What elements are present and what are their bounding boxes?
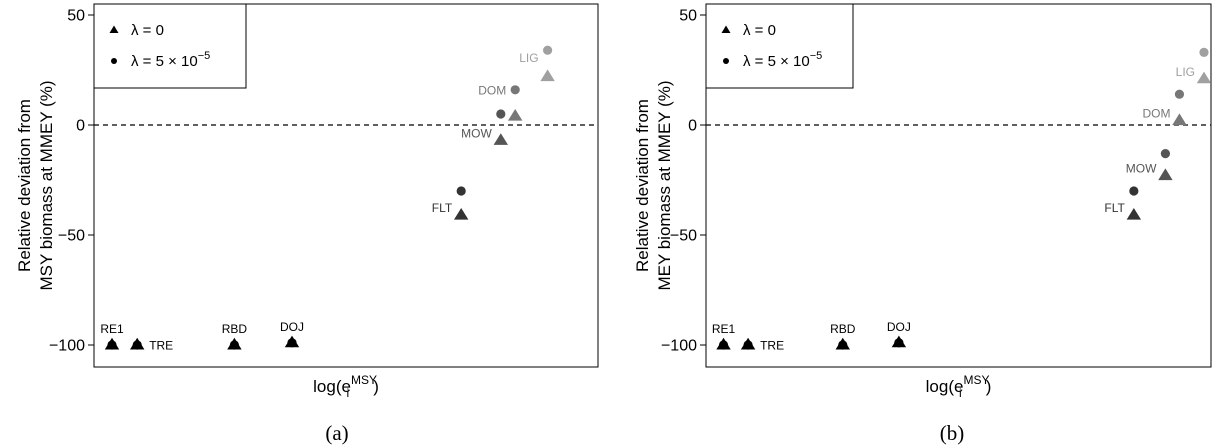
legend: λ = 0 λ = 5 × 10−5: [705, 3, 854, 89]
legend-label: λ = 0: [131, 22, 164, 39]
point-tre-circle: [132, 340, 142, 350]
y-tick-label: 0: [76, 118, 85, 135]
legend: λ = 0 λ = 5 × 10−5: [93, 3, 247, 89]
y-axis-title-line2: MSY biomass at MMEY (%): [37, 80, 56, 290]
point-dom-circle: [1174, 89, 1185, 99]
point-dom-triangle: [1172, 113, 1187, 126]
point-flt-circle: [456, 186, 466, 196]
point-label-doj: DOJ: [887, 320, 911, 334]
y-axis-title-line1: Relative deviation from: [633, 99, 652, 272]
legend-circle-icon: [723, 58, 729, 64]
series-lambda-0: [104, 69, 555, 350]
x-axis-title: log(eMSY i): [926, 373, 992, 400]
legend-triangle-icon: [721, 25, 731, 33]
point-dom-triangle: [508, 109, 523, 121]
legend-label: λ = 0: [743, 22, 776, 39]
panel-caption: (a): [325, 421, 348, 445]
point-label-tre: TRE: [149, 339, 173, 353]
point-mow-circle: [496, 109, 506, 119]
point-label-mow: MOW: [461, 126, 492, 140]
legend-label: λ = 5 × 10−5: [131, 50, 210, 70]
y-tick-label: −50: [58, 228, 85, 245]
point-lig-triangle: [540, 69, 555, 82]
chart-panel-a: −100 −50 0 50 Relative deviation from MSY bio…: [15, 3, 599, 445]
point-re1-circle: [718, 340, 729, 350]
point-label-mow: MOW: [1126, 162, 1157, 176]
plot-frame: [705, 3, 1212, 368]
legend-box: [705, 3, 854, 89]
point-label-lig: LIG: [1176, 65, 1195, 79]
point-mow-circle: [1160, 149, 1171, 159]
point-label-dom: DOM: [478, 83, 506, 97]
legend-label: λ = 5 × 10−5: [743, 50, 822, 70]
point-label-rbd: RBD: [830, 322, 856, 336]
y-axis-title-line2: MEY biomass at MMEY (%): [655, 80, 674, 290]
series-lambda-5e-5: [718, 47, 1209, 350]
point-label-flt: FLT: [1104, 201, 1125, 215]
point-lig-circle: [1199, 47, 1209, 58]
point-label-lig: LIG: [519, 51, 538, 65]
point-flt-triangle: [1126, 208, 1142, 220]
point-doj-circle: [287, 338, 297, 348]
point-label-flt: FLT: [432, 201, 453, 215]
series-lambda-0: [716, 71, 1212, 350]
y-tick-label: −100: [661, 338, 697, 355]
point-lig-circle: [543, 45, 553, 55]
point-label-re1: RE1: [712, 322, 736, 336]
point-lig-triangle: [1196, 71, 1212, 84]
chart-panel-b: −100 −50 0 50 Relative deviation from MEY bio…: [633, 3, 1212, 445]
legend-circle-icon: [111, 58, 117, 64]
point-tre-circle: [743, 340, 753, 350]
legend-box: [93, 3, 247, 89]
y-tick-label: −100: [49, 338, 85, 355]
y-tick-label: 0: [688, 118, 697, 135]
point-rbd-circle: [229, 340, 239, 350]
point-label-rbd: RBD: [222, 322, 248, 336]
y-tick-label: 50: [67, 8, 85, 25]
point-rbd-circle: [838, 340, 848, 350]
point-flt-circle: [1129, 186, 1139, 196]
point-doj-circle: [894, 338, 904, 348]
point-mow-triangle: [1158, 168, 1173, 181]
point-label-tre: TRE: [760, 339, 784, 353]
point-dom-circle: [510, 85, 520, 95]
point-flt-triangle: [454, 208, 469, 220]
y-tick-label: 50: [679, 8, 697, 25]
y-tick-label: −50: [670, 228, 697, 245]
point-label-doj: DOJ: [280, 320, 304, 334]
legend-triangle-icon: [109, 25, 119, 33]
series-lambda-5e-5: [107, 45, 553, 350]
panel-caption: (b): [940, 421, 965, 445]
x-axis-title: log(eMSY i): [313, 373, 379, 400]
plot-frame: [93, 3, 599, 368]
point-label-re1: RE1: [100, 322, 124, 336]
point-label-dom: DOM: [1142, 107, 1170, 121]
point-re1-circle: [107, 340, 117, 350]
y-axis-title-line1: Relative deviation from: [15, 99, 34, 272]
point-mow-triangle: [493, 133, 508, 145]
